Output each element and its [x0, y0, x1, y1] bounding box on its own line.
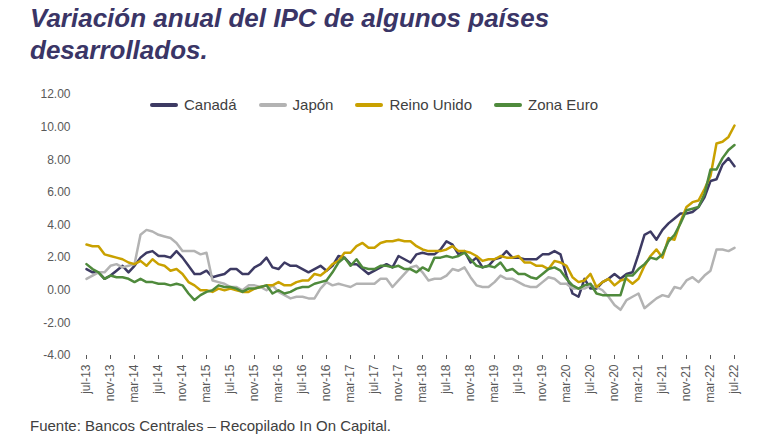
- svg-text:nov-19: nov-19: [535, 364, 549, 401]
- html-text:Variación anual del IPC de alg: Variación anual del IPC de algunos paíse…: [30, 3, 550, 65]
- html-text:Japón: Japón: [292, 96, 334, 113]
- svg-text:jul-22: jul-22: [727, 364, 741, 395]
- svg-text:jul-20: jul-20: [583, 364, 597, 395]
- svg-text:mar-14: mar-14: [127, 364, 141, 402]
- svg-text:mar-20: mar-20: [559, 364, 573, 402]
- svg-text:nov-17: nov-17: [391, 364, 405, 401]
- svg-text:4.00: 4.00: [47, 218, 71, 232]
- svg-text:jul-19: jul-19: [511, 364, 525, 395]
- svg-text:mar-17: mar-17: [343, 364, 357, 402]
- svg-text:6.00: 6.00: [47, 185, 71, 199]
- svg-text:mar-21: mar-21: [631, 364, 645, 402]
- svg-text:-4.00: -4.00: [43, 348, 71, 362]
- svg-text:8.00: 8.00: [47, 153, 71, 167]
- svg-text:nov-13: nov-13: [103, 364, 117, 401]
- svg-text:jul-16: jul-16: [295, 364, 309, 395]
- svg-text:10.00: 10.00: [40, 120, 70, 134]
- html-text:Fuente: Bancos Centrales – Rec: Fuente: Bancos Centrales – Recopilado In…: [30, 417, 391, 434]
- svg-text:2.00: 2.00: [47, 250, 71, 264]
- svg-text:mar-16: mar-16: [271, 364, 285, 402]
- html-text:Reino Unido: Reino Unido: [389, 96, 472, 113]
- svg-text:nov-14: nov-14: [175, 364, 189, 401]
- svg-text:jul-13: jul-13: [79, 364, 93, 395]
- svg-text:-2.00: -2.00: [43, 316, 71, 330]
- svg-text:mar-15: mar-15: [199, 364, 213, 402]
- html-text:Zona Euro: Zona Euro: [528, 96, 598, 113]
- svg-text:nov-15: nov-15: [247, 364, 261, 401]
- svg-text:jul-14: jul-14: [151, 364, 165, 395]
- svg-text:mar-18: mar-18: [415, 364, 429, 402]
- svg-text:jul-15: jul-15: [223, 364, 237, 395]
- svg-text:nov-18: nov-18: [463, 364, 477, 401]
- svg-text:nov-16: nov-16: [319, 364, 333, 401]
- svg-text:12.00: 12.00: [40, 87, 70, 101]
- svg-text:0.00: 0.00: [47, 283, 71, 297]
- svg-text:jul-21: jul-21: [655, 364, 669, 395]
- svg-text:jul-17: jul-17: [367, 364, 381, 395]
- svg-text:jul-18: jul-18: [439, 364, 453, 395]
- svg-text:nov-20: nov-20: [607, 364, 621, 401]
- svg-text:mar-19: mar-19: [487, 364, 501, 402]
- svg-text:nov-21: nov-21: [679, 364, 693, 401]
- html-text:Canadá: Canadá: [184, 96, 237, 113]
- svg-text:mar-22: mar-22: [703, 364, 717, 402]
